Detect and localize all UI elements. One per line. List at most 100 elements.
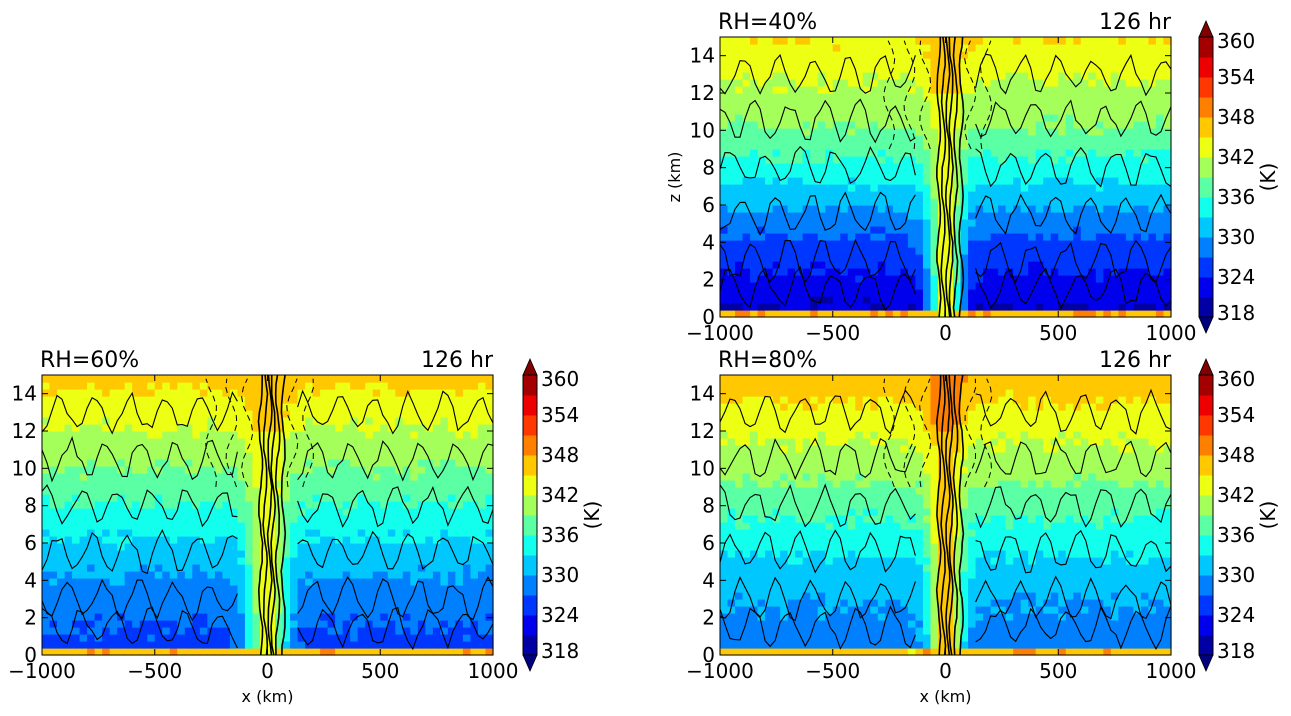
heatmap-cell bbox=[455, 585, 464, 593]
heatmap-cell bbox=[252, 431, 261, 439]
heatmap-cell bbox=[447, 599, 457, 607]
heatmap-cell bbox=[229, 515, 239, 523]
heatmap-cell bbox=[327, 606, 336, 614]
heatmap-cell bbox=[42, 452, 51, 460]
heatmap-cell bbox=[847, 93, 856, 101]
heatmap-cell bbox=[780, 310, 789, 318]
heatmap-cell bbox=[342, 571, 351, 579]
heatmap-cell bbox=[953, 310, 962, 318]
heatmap-cell bbox=[810, 289, 819, 297]
heatmap-cell bbox=[1125, 268, 1135, 276]
heatmap-cell bbox=[252, 578, 261, 586]
heatmap-cell bbox=[252, 536, 261, 544]
colorbar-segment bbox=[1199, 157, 1213, 178]
heatmap-cell bbox=[757, 72, 766, 80]
heatmap-cell bbox=[455, 648, 464, 656]
heatmap-cell bbox=[810, 128, 819, 136]
heatmap-cell bbox=[1080, 86, 1089, 94]
heatmap-cell bbox=[132, 403, 141, 411]
heatmap-cell bbox=[335, 438, 344, 446]
heatmap-cell bbox=[1118, 44, 1127, 52]
heatmap-cell bbox=[975, 268, 984, 276]
heatmap-cell bbox=[49, 501, 58, 509]
heatmap-cell bbox=[57, 417, 66, 425]
heatmap-cell bbox=[735, 261, 744, 269]
heatmap-cell bbox=[787, 268, 796, 276]
heatmap-cell bbox=[425, 403, 434, 411]
heatmap-cell bbox=[983, 37, 992, 45]
heatmap-cell bbox=[885, 170, 894, 178]
heatmap-cell bbox=[485, 389, 494, 397]
heatmap-cell bbox=[244, 585, 254, 593]
heatmap-cell bbox=[1005, 156, 1014, 164]
heatmap-cell bbox=[275, 536, 284, 544]
heatmap-cell bbox=[64, 627, 73, 635]
heatmap-cell bbox=[72, 592, 81, 600]
heatmap-cell bbox=[998, 177, 1007, 185]
heatmap-cell bbox=[147, 641, 156, 649]
heatmap-cell bbox=[214, 396, 223, 404]
panel-title-right: 126 hr bbox=[421, 348, 494, 373]
heatmap-cell bbox=[154, 508, 163, 516]
heatmap-cell bbox=[335, 459, 344, 467]
heatmap-cell bbox=[64, 522, 73, 530]
heatmap-cell bbox=[267, 606, 276, 614]
heatmap-cell bbox=[1043, 44, 1052, 52]
heatmap-cell bbox=[1088, 282, 1097, 290]
heatmap-cell bbox=[1095, 79, 1104, 87]
heatmap-cell bbox=[380, 396, 389, 404]
heatmap-cell bbox=[410, 578, 419, 586]
heatmap-cell bbox=[1125, 163, 1135, 171]
heatmap-cell bbox=[802, 205, 811, 213]
heatmap-cell bbox=[305, 473, 314, 481]
heatmap-cell bbox=[1155, 121, 1165, 129]
heatmap-cell bbox=[477, 410, 487, 418]
heatmap-cell bbox=[945, 79, 954, 87]
heatmap-cell bbox=[417, 641, 426, 649]
heatmap-cell bbox=[802, 282, 811, 290]
heatmap-cell bbox=[772, 37, 781, 45]
heatmap-cell bbox=[440, 627, 449, 635]
heatmap-cell bbox=[177, 536, 186, 544]
colorbar-segment bbox=[1199, 197, 1213, 218]
heatmap-cell bbox=[735, 219, 744, 227]
heatmap-cell bbox=[372, 522, 381, 530]
heatmap-cell bbox=[975, 37, 984, 45]
heatmap-cell bbox=[757, 275, 766, 283]
heatmap-cell bbox=[477, 529, 487, 537]
heatmap-cell bbox=[102, 382, 111, 390]
heatmap-cell bbox=[94, 529, 103, 537]
heatmap-cell bbox=[57, 550, 66, 558]
heatmap-cell bbox=[410, 529, 419, 537]
heatmap-cell bbox=[485, 438, 494, 446]
heatmap-cell bbox=[960, 37, 969, 45]
heatmap-cell bbox=[907, 289, 917, 297]
heatmap-cell bbox=[402, 508, 411, 516]
heatmap-cell bbox=[780, 226, 789, 234]
heatmap-cell bbox=[447, 592, 457, 600]
heatmap-cell bbox=[395, 543, 404, 551]
heatmap-cell bbox=[802, 233, 811, 241]
heatmap-cell bbox=[169, 536, 178, 544]
heatmap-cell bbox=[154, 459, 163, 467]
heatmap-cell bbox=[720, 212, 729, 220]
heatmap-cell bbox=[109, 543, 118, 551]
heatmap-cell bbox=[907, 44, 917, 52]
heatmap-cell bbox=[124, 627, 133, 635]
heatmap-cell bbox=[750, 275, 759, 283]
heatmap-cell bbox=[840, 107, 849, 115]
heatmap-cell bbox=[810, 226, 819, 234]
heatmap-cell bbox=[1005, 240, 1014, 248]
heatmap-cell bbox=[425, 389, 434, 397]
heatmap-cell bbox=[147, 578, 156, 586]
heatmap-cell bbox=[968, 240, 977, 248]
heatmap-cell bbox=[402, 375, 411, 383]
heatmap-cell bbox=[892, 240, 901, 248]
heatmap-cell bbox=[840, 44, 849, 52]
heatmap-cell bbox=[772, 205, 781, 213]
heatmap-cell bbox=[1140, 135, 1150, 143]
heatmap-cell bbox=[94, 389, 103, 397]
heatmap-cell bbox=[214, 564, 223, 572]
heatmap-cell bbox=[102, 550, 111, 558]
heatmap-cell bbox=[900, 212, 909, 220]
